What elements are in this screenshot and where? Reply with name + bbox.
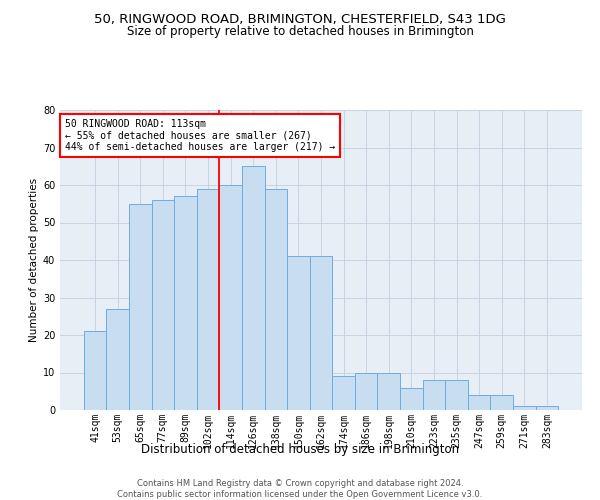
Bar <box>377 372 400 410</box>
Bar <box>536 406 558 410</box>
Bar <box>332 376 355 410</box>
Bar <box>152 200 174 410</box>
Bar <box>287 256 310 410</box>
Bar <box>400 388 422 410</box>
Text: Contains HM Land Registry data © Crown copyright and database right 2024.: Contains HM Land Registry data © Crown c… <box>137 479 463 488</box>
Text: Contains public sector information licensed under the Open Government Licence v3: Contains public sector information licen… <box>118 490 482 499</box>
Bar <box>197 188 220 410</box>
Bar <box>129 204 152 410</box>
Bar <box>84 331 106 410</box>
Bar <box>422 380 445 410</box>
Bar <box>242 166 265 410</box>
Text: 50, RINGWOOD ROAD, BRIMINGTON, CHESTERFIELD, S43 1DG: 50, RINGWOOD ROAD, BRIMINGTON, CHESTERFI… <box>94 12 506 26</box>
Bar <box>490 395 513 410</box>
Bar <box>445 380 468 410</box>
Text: Size of property relative to detached houses in Brimington: Size of property relative to detached ho… <box>127 25 473 38</box>
Text: Distribution of detached houses by size in Brimington: Distribution of detached houses by size … <box>141 442 459 456</box>
Bar <box>468 395 490 410</box>
Bar <box>220 185 242 410</box>
Bar <box>513 406 536 410</box>
Bar <box>310 256 332 410</box>
Bar <box>106 308 129 410</box>
Bar <box>355 372 377 410</box>
Y-axis label: Number of detached properties: Number of detached properties <box>29 178 38 342</box>
Bar <box>265 188 287 410</box>
Text: 50 RINGWOOD ROAD: 113sqm
← 55% of detached houses are smaller (267)
44% of semi-: 50 RINGWOOD ROAD: 113sqm ← 55% of detach… <box>65 119 335 152</box>
Bar <box>174 196 197 410</box>
